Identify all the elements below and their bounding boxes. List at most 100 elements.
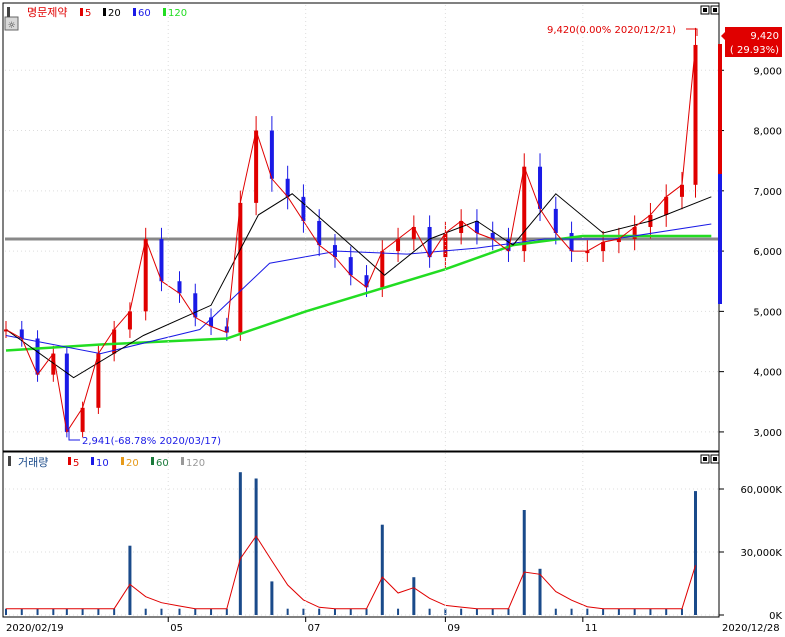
current-price-flag: 9,420 ( 29.93%): [721, 27, 782, 57]
volume-bar: [397, 608, 400, 615]
volume-bar: [20, 608, 23, 615]
high-label: 9,420(0.00% 2020/12/21): [547, 25, 676, 36]
candle-body: [348, 257, 353, 276]
candle-body: [396, 239, 401, 252]
candle-body: [553, 208, 558, 234]
volume-bar: [160, 608, 163, 615]
candle-body: [490, 233, 495, 240]
candle-body: [522, 166, 527, 252]
legend-ma-label: 5: [85, 8, 91, 19]
candle-body: [364, 275, 369, 288]
month-tick-label: 09: [447, 623, 460, 633]
stock-legend-marker: [7, 7, 10, 17]
candle-body: [19, 329, 24, 339]
legend-marker: [121, 457, 124, 465]
candle-body: [96, 353, 101, 408]
legend-marker: [181, 457, 184, 465]
volume-bar: [570, 608, 573, 615]
candle-body: [585, 251, 590, 254]
legend-vol-label: 120: [186, 458, 205, 469]
legend-marker: [133, 8, 136, 16]
candle-body: [380, 251, 385, 288]
low-label: 2,941(-68.78% 2020/03/17): [82, 436, 221, 447]
legend-marker: [80, 8, 83, 16]
candle-body: [317, 220, 322, 246]
volume-bar: [412, 577, 416, 615]
candle-body: [51, 353, 56, 375]
ma20-line: [5, 193, 712, 379]
high-annotation: 9,420(0.00% 2020/12/21): [547, 25, 698, 36]
volume-ma5-line: [6, 535, 696, 610]
volume-bar: [52, 608, 55, 615]
volume-tick-label: 0K: [769, 611, 782, 622]
candle-body: [427, 226, 432, 258]
price-tick-label: 8,000: [753, 127, 782, 138]
volume-bar: [538, 568, 542, 615]
volume-bar: [554, 608, 557, 615]
price-legend: 5 20 60 120: [80, 8, 187, 19]
volume-bar: [65, 608, 68, 615]
volume-bar: [333, 608, 336, 615]
candle-body: [506, 239, 511, 252]
candle-body: [538, 166, 543, 209]
volume-bar: [194, 608, 197, 615]
volume-bar: [302, 608, 305, 615]
legend-ma-label: 20: [108, 8, 121, 19]
legend-marker: [91, 457, 94, 465]
price-tick-label: 9,000: [753, 66, 782, 77]
legend-vol-label: 60: [156, 458, 169, 469]
legend-marker: [103, 8, 106, 16]
candle-body: [209, 317, 214, 327]
candle-body: [664, 196, 669, 215]
candle-body: [285, 178, 290, 197]
candle-body: [269, 130, 274, 179]
legend-marker: [68, 457, 71, 465]
volume-bar: [428, 608, 431, 615]
price-tick-label: 6,000: [753, 247, 782, 258]
candle-body: [177, 281, 182, 294]
price-tick-label: 3,000: [753, 428, 782, 439]
candle-body: [569, 233, 574, 252]
price-header: ☼ 명문제약 5 20 60 120: [4, 5, 187, 31]
volume-bar: [144, 608, 147, 615]
candle-body: [632, 226, 637, 240]
volume-bar: [225, 608, 228, 615]
volume-bar: [617, 608, 620, 615]
volume-bar: [210, 608, 213, 615]
price-tick-label: 7,000: [753, 187, 782, 198]
volume-bar: [238, 472, 242, 615]
current-price: 9,420: [750, 31, 779, 42]
volume-bar: [460, 608, 463, 615]
price-tick-label: 4,000: [753, 368, 782, 379]
candle-body: [254, 130, 259, 203]
candle-body: [601, 242, 606, 252]
volume-tick-label: 60,000K: [740, 485, 782, 496]
candle-body: [301, 196, 306, 221]
legend-vol-label: 20: [126, 458, 139, 469]
low-annotation: 2,941(-68.78% 2020/03/17): [68, 428, 221, 447]
month-tick-label: 05: [170, 623, 183, 633]
volume-bar: [649, 608, 652, 615]
volume-bar: [36, 608, 39, 615]
volume-bar: [586, 608, 589, 615]
candle-body: [693, 44, 698, 185]
candle-body: [143, 239, 148, 312]
month-tick-label: 11: [585, 623, 598, 633]
settings-icon[interactable]: [4, 16, 19, 31]
volume-bar: [475, 608, 478, 615]
candle-body: [411, 226, 416, 240]
volume-name: 거래량: [18, 456, 48, 469]
svg-text:☼: ☼: [7, 21, 15, 31]
volume-bar: [633, 608, 636, 615]
volume-window-controls: [700, 454, 720, 464]
volume-bar: [5, 608, 7, 615]
ma5-line: [5, 44, 696, 434]
price-panel-frame: [2, 2, 720, 452]
candle-body: [35, 338, 40, 375]
x-end-label: 2020/12/28: [722, 623, 780, 633]
volume-legend: 5 10 20 60 120: [68, 457, 205, 469]
current-change: ( 29.93%): [730, 45, 779, 56]
volume-bar: [318, 608, 321, 615]
volume-bar: [270, 581, 274, 615]
